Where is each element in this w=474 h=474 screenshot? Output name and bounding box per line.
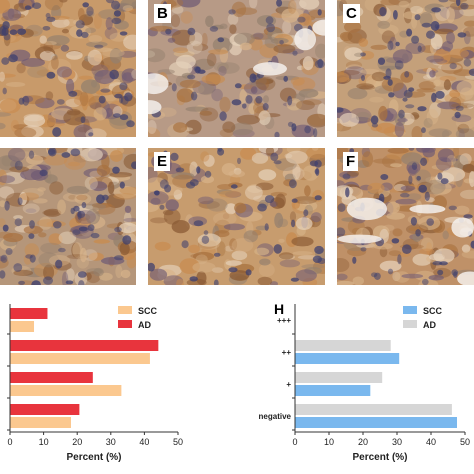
x-tick-label: 20 — [358, 437, 368, 447]
micrograph-panel-b: B — [148, 0, 325, 137]
panel-letter: C — [343, 4, 360, 23]
panel-letter: B — [154, 4, 171, 23]
legend-label-scc: SCC — [138, 306, 158, 316]
bar-ad — [10, 372, 93, 383]
tissue-image — [148, 148, 325, 285]
legend-label-ad: AD — [138, 320, 151, 330]
bar-ad — [295, 340, 391, 351]
x-tick-label: 10 — [324, 437, 334, 447]
panel-letter: E — [154, 152, 171, 171]
bar-ad — [10, 404, 80, 415]
panel-letter: F — [343, 152, 359, 171]
bar-scc — [10, 353, 150, 364]
x-axis-label: Percent (%) — [352, 452, 407, 463]
x-tick-label: 30 — [106, 437, 116, 447]
micrograph-panel-f: F — [337, 148, 474, 285]
tissue-image — [0, 0, 136, 137]
panel-letter-h: H — [274, 301, 285, 317]
bar-scc — [295, 385, 371, 396]
legend-swatch-ad — [403, 320, 417, 328]
category-label: ++ — [282, 348, 292, 357]
legend-label-ad: AD — [423, 320, 436, 330]
bar-ad — [10, 340, 159, 351]
bar-scc — [10, 417, 71, 428]
legend-swatch-ad — [118, 320, 132, 328]
micrograph-panel-e: E — [148, 148, 325, 285]
category-label: + — [286, 380, 291, 389]
bar-scc — [295, 417, 457, 428]
micrograph-panel-c: C — [337, 0, 474, 137]
micrograph-panel-a — [0, 0, 136, 137]
tissue-image — [337, 0, 474, 137]
category-label: +++ — [277, 316, 291, 325]
category-label: negative — [259, 412, 292, 421]
micrograph-panel-d — [0, 148, 136, 285]
bar-ad — [295, 372, 383, 383]
bar-scc — [10, 385, 122, 396]
x-tick-label: 40 — [426, 437, 436, 447]
x-tick-label: 20 — [72, 437, 82, 447]
bar-ad — [10, 308, 48, 319]
bar-scc — [295, 353, 400, 364]
x-tick-label: 10 — [39, 437, 49, 447]
x-tick-label: 0 — [292, 437, 297, 447]
x-tick-label: 40 — [139, 437, 149, 447]
legend-swatch-scc — [403, 306, 417, 314]
tissue-image — [148, 0, 325, 137]
x-tick-label: 30 — [392, 437, 402, 447]
bar-ad — [295, 404, 452, 415]
bar-scc — [10, 321, 35, 332]
legend-label-scc: SCC — [423, 306, 443, 316]
x-axis-label: Percent (%) — [66, 452, 121, 463]
x-tick-label: 50 — [460, 437, 470, 447]
x-tick-label: 50 — [173, 437, 183, 447]
legend-swatch-scc — [118, 306, 132, 314]
x-tick-label: 0 — [7, 437, 12, 447]
tissue-image — [0, 148, 136, 285]
bar-chart-left: 0 10 20 30 40 50 Percent (%) SCC AD — [7, 304, 183, 463]
